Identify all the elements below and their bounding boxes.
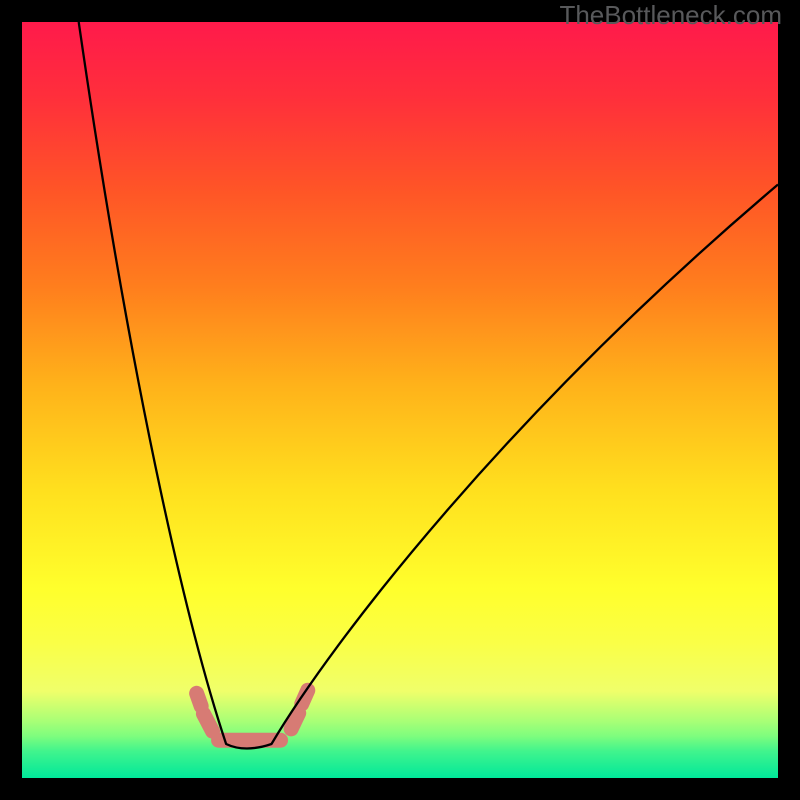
- frame-right: [778, 0, 800, 800]
- watermark-text: TheBottleneck.com: [559, 0, 782, 31]
- frame-bottom: [0, 778, 800, 800]
- plot-area: [22, 22, 778, 778]
- frame-left: [0, 0, 22, 800]
